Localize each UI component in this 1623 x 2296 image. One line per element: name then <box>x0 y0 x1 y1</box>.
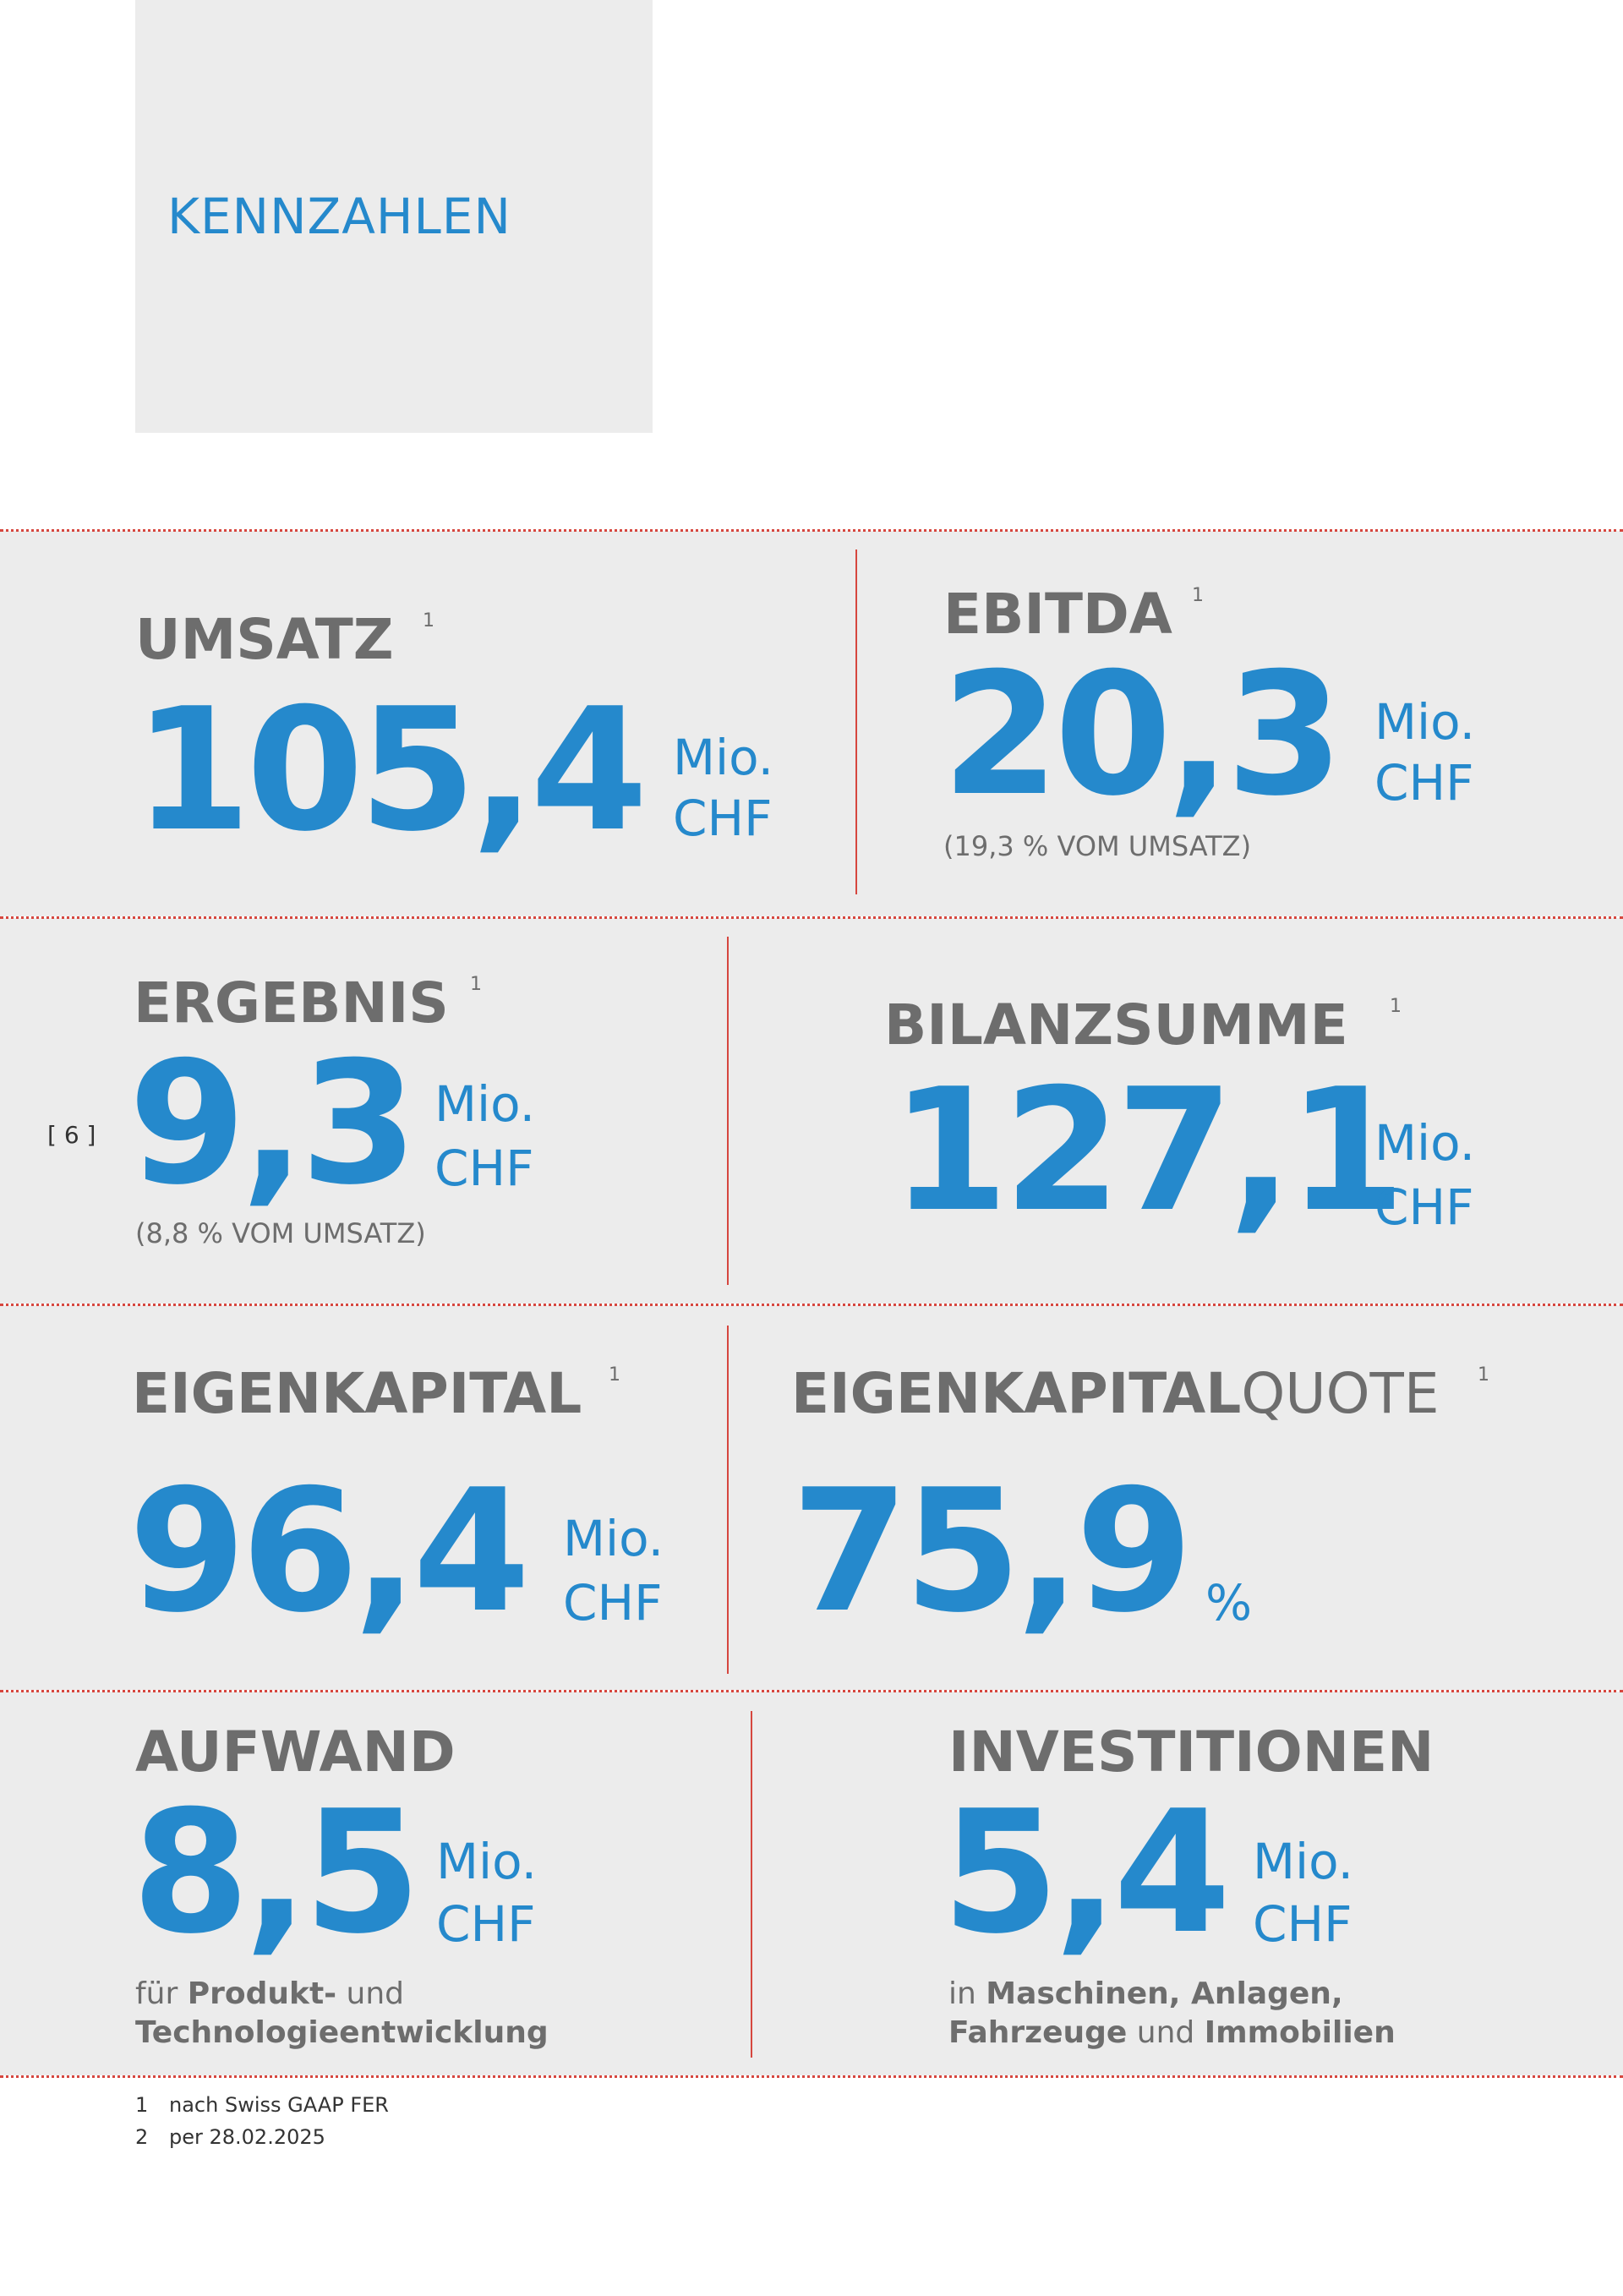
kpi-label-eigenkapitalquote-bold: EIGENKAPITAL <box>791 1361 1242 1426</box>
kpi-unit-bilanzsumme-1: Mio. <box>1374 1114 1476 1172</box>
kpi-label-eigenkapitalquote-light: QUOTE <box>1241 1361 1440 1426</box>
title-box <box>135 0 653 433</box>
kpi-sup-ebitda: 1 <box>1192 585 1204 606</box>
kpi-label-eigenkapitalquote: EIGENKAPITALQUOTE <box>791 1366 1440 1422</box>
kpi-unit-aufwand-1: Mio. <box>436 1833 538 1890</box>
kpi-sup-bilanzsumme: 1 <box>1390 996 1402 1017</box>
kpi-unit-umsatz-2: CHF <box>673 790 773 847</box>
kpi-unit-ebitda-1: Mio. <box>1374 693 1476 751</box>
kpi-value-bilanzsumme: 127,1 <box>891 1052 1406 1249</box>
kpi-label-investitionen: INVESTITIONEN <box>948 1719 1434 1785</box>
page-title: KENNZAHLEN <box>167 188 511 245</box>
kpi-value-umsatz: 105,4 <box>134 672 648 869</box>
kpi-note-ebitda: (19,3 % VOM UMSATZ) <box>943 830 1252 862</box>
divider-dotted <box>0 529 1623 532</box>
kpi-unit-aufwand-2: CHF <box>436 1895 536 1953</box>
divider-dotted <box>0 1304 1623 1306</box>
kpi-value-ergebnis: 9,3 <box>128 1025 418 1222</box>
divider-vertical <box>751 1711 752 2058</box>
kpi-value-ebitda: 20,3 <box>942 637 1343 834</box>
kpi-value-investitionen: 5,4 <box>942 1774 1231 1971</box>
kpi-desc-investitionen: in Maschinen, Anlagen, Fahrzeuge und Imm… <box>948 1975 1396 2053</box>
kpi-unit-investitionen-2: CHF <box>1253 1895 1352 1953</box>
kpi-unit-ebitda-2: CHF <box>1374 754 1474 812</box>
footnote-2: 2 per 28.02.2025 <box>135 2125 325 2149</box>
desc-bold: Immobilien <box>1204 2015 1396 2050</box>
kpi-label-umsatz: UMSATZ <box>135 607 394 672</box>
divider-dotted <box>0 2075 1623 2078</box>
kpi-desc-aufwand: für Produkt- und Technologieentwicklung <box>135 1975 549 2053</box>
kpi-unit-ergebnis-1: Mio. <box>434 1075 536 1133</box>
footnote-number: 1 <box>135 2093 149 2117</box>
divider-vertical <box>855 549 857 894</box>
kpi-label-aufwand: AUFWAND <box>135 1719 456 1785</box>
desc-text: und <box>1127 2015 1205 2050</box>
footnote-number: 2 <box>135 2125 149 2149</box>
desc-bold: Maschinen, Anlagen, <box>986 1976 1343 2011</box>
desc-bold: Produkt- <box>187 1976 337 2011</box>
kpi-sup-eigenkapital: 1 <box>609 1364 620 1386</box>
divider-vertical <box>727 1326 729 1674</box>
kpi-label-bilanzsumme: BILANZSUMME <box>884 992 1348 1058</box>
footnote-1: 1 nach Swiss GAAP FER <box>135 2093 389 2117</box>
desc-bold: Technologieentwicklung <box>135 2015 549 2050</box>
kpi-band-3 <box>0 1305 1623 1690</box>
footnote-text: per 28.02.2025 <box>169 2125 325 2149</box>
kpi-unit-ergebnis-2: CHF <box>434 1140 534 1197</box>
kpi-label-ergebnis: ERGEBNIS <box>134 970 449 1036</box>
kpi-unit-umsatz-1: Mio. <box>673 729 774 786</box>
kpi-note-ergebnis: (8,8 % VOM UMSATZ) <box>135 1217 426 1249</box>
kpi-unit-investitionen-1: Mio. <box>1253 1833 1354 1890</box>
kpi-unit-eigenkapital-2: CHF <box>563 1574 663 1632</box>
kpi-value-aufwand: 8,5 <box>132 1774 421 1971</box>
kpi-unit-bilanzsumme-2: CHF <box>1374 1178 1474 1236</box>
kpi-band-1 <box>0 531 1623 916</box>
divider-dotted <box>0 916 1623 919</box>
kpi-value-eigenkapital: 96,4 <box>128 1453 530 1650</box>
desc-text: in <box>948 1976 986 2011</box>
kpi-label-eigenkapital: EIGENKAPITAL <box>132 1361 582 1426</box>
page-number: [ 6 ] <box>47 1121 96 1149</box>
desc-bold: Fahrzeuge <box>948 2015 1128 2050</box>
desc-text: und <box>336 1976 405 2011</box>
kpi-sup-umsatz: 1 <box>423 610 434 631</box>
kpi-band-2 <box>0 918 1623 1304</box>
footnote-text: nach Swiss GAAP FER <box>169 2093 389 2117</box>
kpi-label-ebitda: EBITDA <box>943 582 1172 647</box>
kpi-value-eigenkapitalquote: 75,9 <box>791 1453 1193 1650</box>
divider-vertical <box>727 937 729 1285</box>
kpi-band-4 <box>0 1692 1623 2075</box>
kpi-sup-ergebnis: 1 <box>470 974 482 995</box>
divider-dotted <box>0 1690 1623 1692</box>
kpi-unit-eigenkapitalquote: % <box>1205 1574 1253 1632</box>
desc-text: für <box>135 1976 188 2011</box>
kpi-unit-eigenkapital-1: Mio. <box>563 1510 664 1567</box>
kpi-sup-eigenkapitalquote: 1 <box>1478 1364 1489 1386</box>
